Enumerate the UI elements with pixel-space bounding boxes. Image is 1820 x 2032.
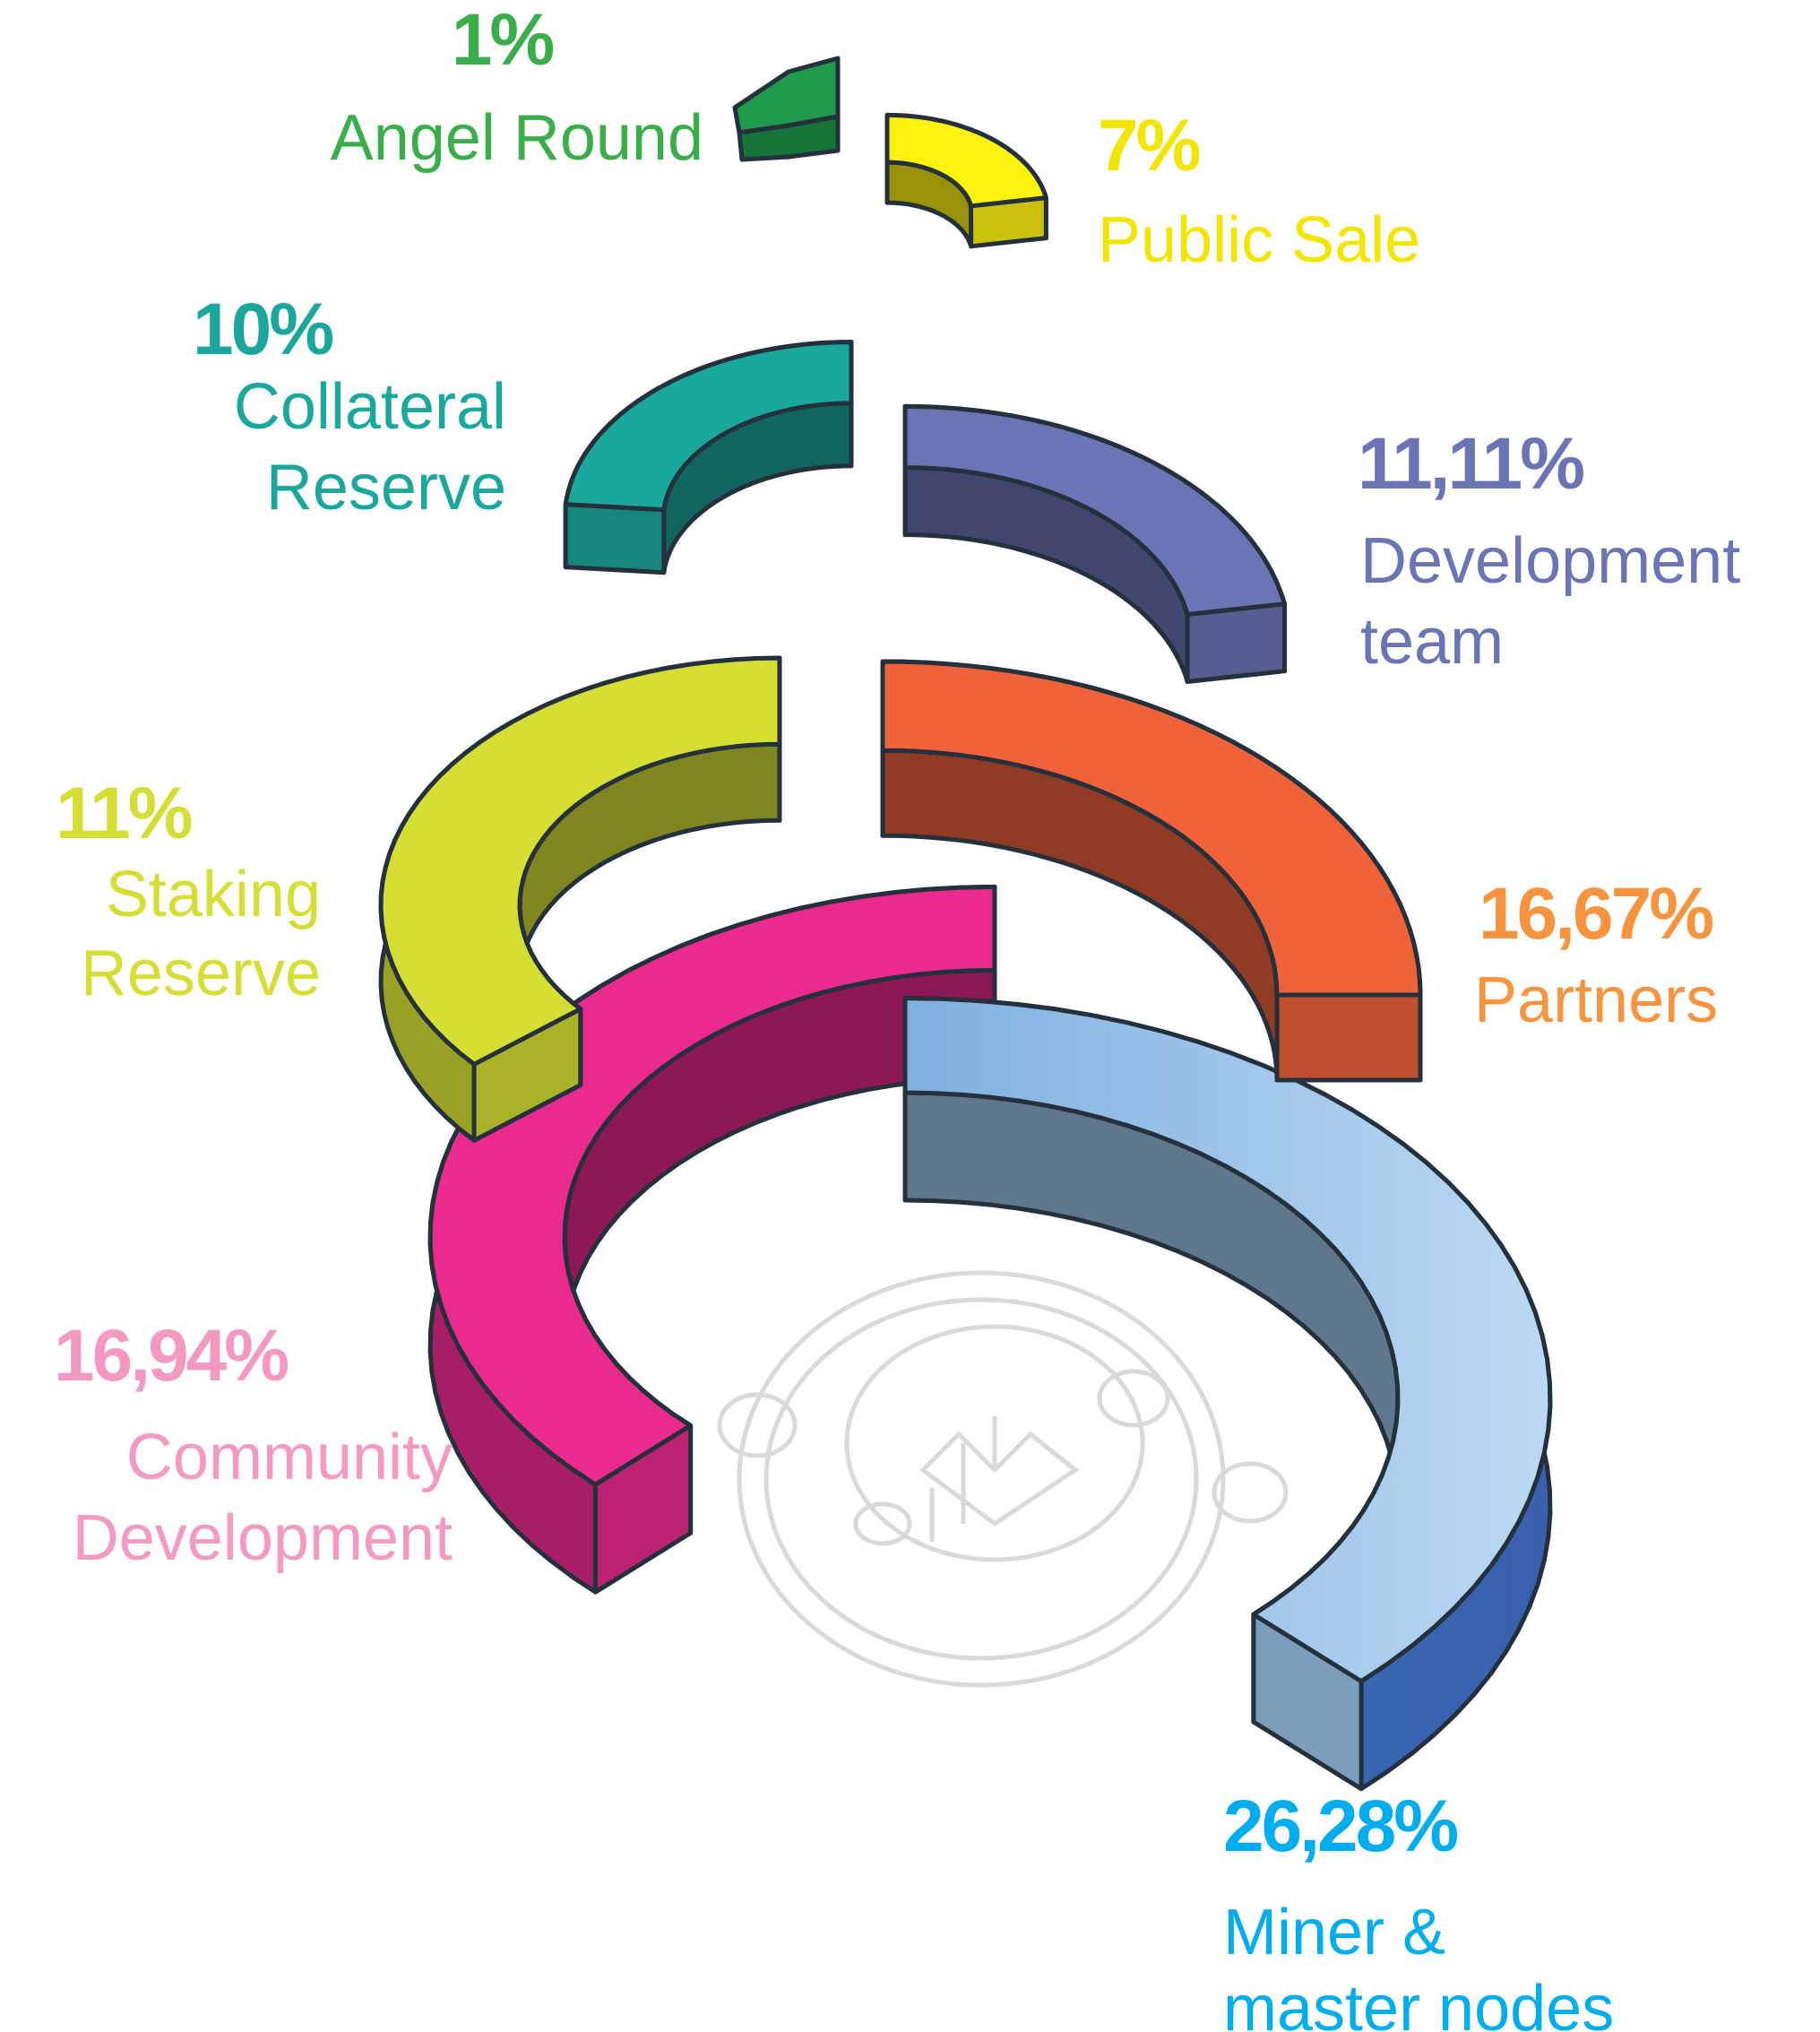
category-label-development-team-line-1: Development: [1360, 525, 1740, 597]
category-label-community-development-line-1: Community: [126, 1422, 453, 1493]
category-label-community-development-line-2: Development: [73, 1502, 453, 1574]
category-label-development-team-line-2: team: [1360, 606, 1504, 678]
slice-miner-and-master-nodes: [902, 996, 1553, 1792]
category-label-collateral-reserve-line-1: Collateral: [234, 371, 506, 443]
pct-label-partners: 16,67%: [1479, 873, 1712, 955]
pct-label-public-sale: 7%: [1098, 105, 1200, 186]
slice-angel-round: [732, 56, 841, 162]
category-label-staking-reserve-line-2: Reserve: [81, 938, 321, 1009]
pct-label-collateral-reserve: 10%: [193, 289, 332, 370]
pct-label-miner-and-master-nodes: 26,28%: [1223, 1786, 1457, 1867]
pct-label-staking-reserve: 11%: [56, 773, 192, 854]
category-label-miner-and-master-nodes-line-2: master nodes: [1223, 1973, 1614, 2032]
pct-label-angel-round: 1%: [452, 0, 554, 81]
kb-coin-logo-icon: [717, 1270, 1289, 1688]
slice-public-sale: [884, 112, 1048, 249]
category-label-collateral-reserve-line-2: Reserve: [266, 452, 506, 523]
category-label-miner-and-master-nodes-line-1: Miner &: [1223, 1897, 1445, 1968]
category-label-partners-line-1: Partners: [1474, 964, 1718, 1036]
slice-staking-reserve: [378, 655, 782, 1143]
slice-collateral-reserve: [563, 340, 854, 575]
category-label-staking-reserve-line-1: Staking: [106, 859, 321, 930]
pct-label-development-team: 11,11%: [1358, 423, 1583, 505]
slice-partners: [880, 659, 1423, 1083]
pct-label-community-development: 16,94%: [54, 1315, 288, 1396]
category-label-public-sale-line-1: Public Sale: [1098, 204, 1420, 276]
slice-development-team: [902, 403, 1287, 684]
category-label-angel-round-line-1: Angel Round: [331, 102, 703, 174]
